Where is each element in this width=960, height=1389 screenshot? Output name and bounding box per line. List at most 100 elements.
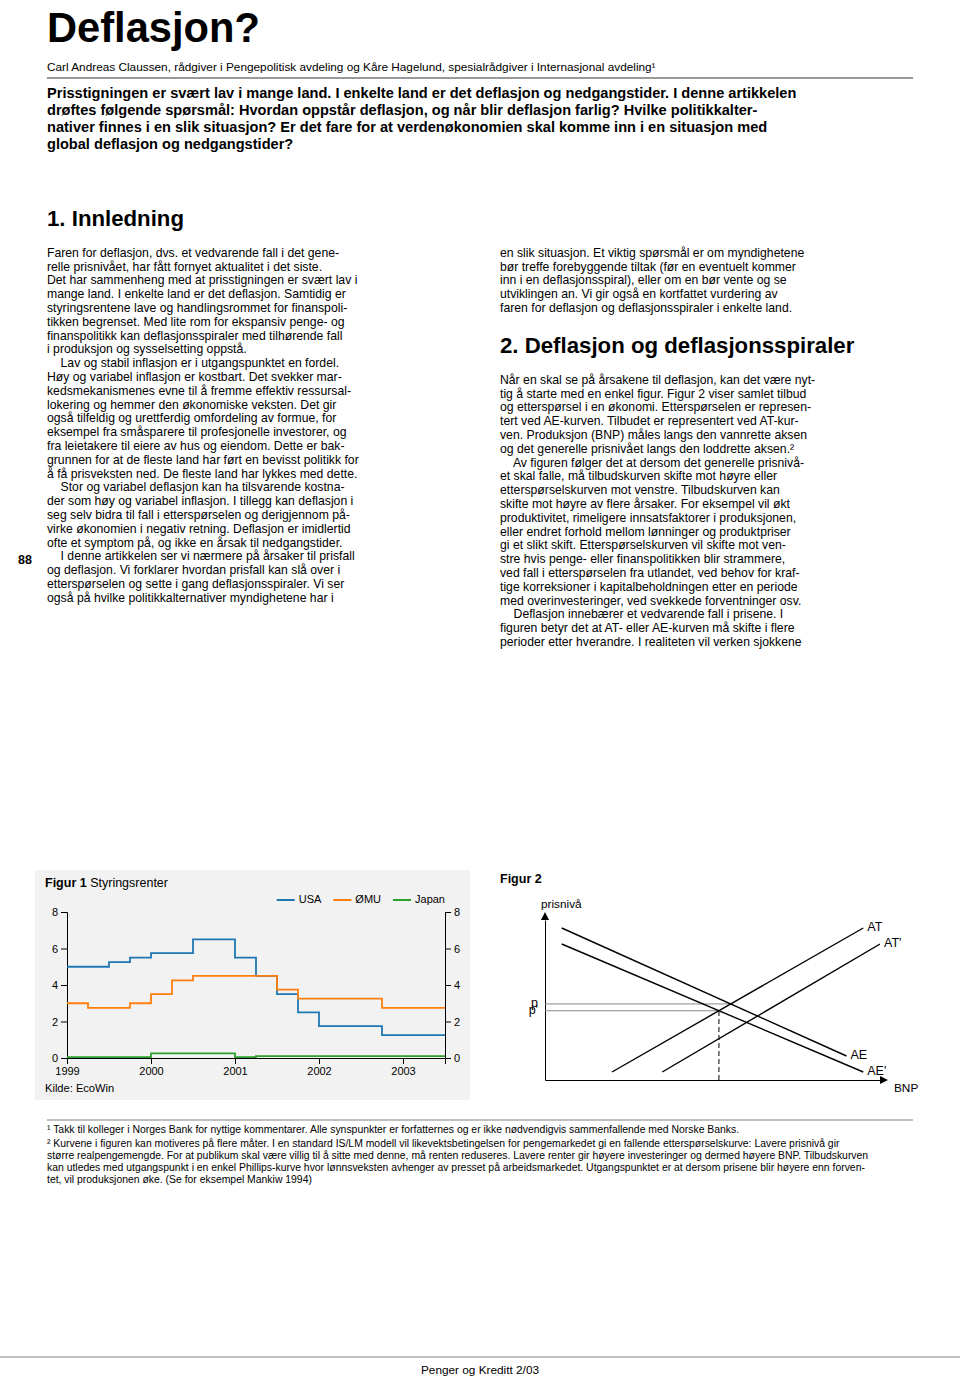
body-line: etterspørselskurven mot venstre. Tilbuds… xyxy=(500,483,780,497)
tick: 6 xyxy=(445,943,460,955)
tick-mark xyxy=(61,985,67,986)
tick: 0 xyxy=(52,1052,67,1064)
tick: 2000 xyxy=(139,1058,163,1077)
intro-line: Prisstigningen er svært lav i mange land… xyxy=(47,85,796,101)
body-line: en slik situasjon. Et viktig spørsmål er… xyxy=(500,246,804,260)
body-line: ofte et symptom på, og ikke en årsak til… xyxy=(47,536,342,550)
body-line: finanspolitikk kan deflasjonsspiraler me… xyxy=(47,329,342,343)
body-line: Det har sammenheng med at prisstigningen… xyxy=(47,273,357,287)
tick: 2001 xyxy=(223,1058,247,1077)
x-axis xyxy=(546,1080,881,1081)
legend-swatch xyxy=(333,899,351,901)
tick-label: 4 xyxy=(52,979,58,991)
article: Deflasjon?Carl Andreas Claussen, rådgive… xyxy=(0,4,960,1376)
legend-item: ØMU xyxy=(333,893,381,905)
footnote: tet, vil produksjonen øke. (Se for eksem… xyxy=(47,1174,312,1185)
body-line: inn i en deflasjonsspiral), eller om en … xyxy=(500,273,787,287)
footer-rule xyxy=(0,1357,960,1358)
tick: 2003 xyxy=(391,1058,415,1077)
body-line: perioder etter hverandre. I realiteten v… xyxy=(500,635,802,649)
legend-entry: ØMU xyxy=(355,893,381,905)
body-line: å få prisveksten ned. De fleste land har… xyxy=(47,467,357,481)
footnote-rule xyxy=(47,1120,913,1121)
body-line: lokering og hemmer den økonomiske vekste… xyxy=(47,398,336,412)
tick-label: 2002 xyxy=(307,1065,331,1077)
tick-label: 6 xyxy=(52,943,58,955)
body-line: faren for deflasjon og deflasjonsspirale… xyxy=(500,301,792,315)
tick-mark xyxy=(445,985,451,986)
tick-mark xyxy=(445,1022,451,1023)
legend: USAØMUJapan xyxy=(277,893,445,905)
body-line: relle prisnivået, har fått fornyet aktua… xyxy=(47,260,322,274)
curve-label: AT' xyxy=(884,936,901,950)
series-line xyxy=(612,928,863,1072)
body-line: Av figuren følger det at dersom det gene… xyxy=(500,456,804,470)
tick-mark xyxy=(61,949,67,950)
body-line: tig å starte med en enkel figur. Figur 2… xyxy=(500,387,806,401)
tick: 2002 xyxy=(307,1058,331,1077)
tick: 4 xyxy=(445,979,460,991)
figure-1: Figur 1 Styringsrenter199920002001200220… xyxy=(35,870,470,1100)
y-axis xyxy=(545,921,546,1081)
body-line: skifte mot høyre av flere årsaker. For e… xyxy=(500,497,791,511)
intro-line: global deflasjon og nedgangstider? xyxy=(47,136,293,152)
body-line: I denne artikkelen ser vi nærmere på års… xyxy=(47,549,355,563)
body-line: gi et slikt skift. Etterspørselskurven v… xyxy=(500,538,786,552)
tick-mark xyxy=(319,1058,320,1064)
body-line: seg selv bidra til fall i etterspørselen… xyxy=(47,508,350,522)
body-line: der som høy og variabel inflasjon. I til… xyxy=(47,494,353,508)
series-line xyxy=(662,944,880,1072)
tick-label: 0 xyxy=(52,1052,58,1064)
tick-mark xyxy=(235,1058,236,1064)
footnote: større realpengemengde. For at publikum … xyxy=(47,1150,868,1161)
body-line: Faren for deflasjon, dvs. et vedvarende … xyxy=(47,246,339,260)
body-line: ven. Produksjon (BNP) måles langs den va… xyxy=(500,428,807,442)
body-line: kedsmekanismenes evne til å fremme effek… xyxy=(47,384,351,398)
tick: 4 xyxy=(52,979,67,991)
tick-mark xyxy=(403,1058,404,1064)
tick-label: 6 xyxy=(454,943,460,955)
body-line: Stor og variabel deflasjon kan ha tilsva… xyxy=(47,480,345,494)
body-line: også på hvilke politikkalternativer mynd… xyxy=(47,591,334,605)
body-line: også tilfeldig og urettferdig omfordelin… xyxy=(47,411,336,425)
tick-label: 8 xyxy=(52,906,58,918)
reference-line xyxy=(718,1011,719,1080)
body-line: og det generelle prisnivået langs den lo… xyxy=(500,442,794,456)
body-line: eller endret forhold mellom lønninger og… xyxy=(500,525,791,539)
body-line: Deflasjon innebærer et vedvarende fall i… xyxy=(500,607,783,621)
body-line: mange land. I enkelte land er det deflas… xyxy=(47,287,346,301)
curve-label: AT xyxy=(867,920,882,934)
axis-arrow xyxy=(541,912,549,920)
plot-area xyxy=(67,939,445,1057)
footnote: kan utledes med utgangspunkt i en enkel … xyxy=(47,1162,865,1173)
body-line: bør treffe forebyggende tiltak (før en e… xyxy=(500,260,796,274)
intro-line: nativer finnes i en slik situasjon? Er d… xyxy=(47,119,767,135)
tick-label: 4 xyxy=(454,979,460,991)
legend-entry: Japan xyxy=(415,893,445,905)
figure-2: Figur 2prisnivåBNPpp'ATAT'AEAE' xyxy=(500,872,918,1095)
body-line: tige korreksioner i kapitalbeholdningen … xyxy=(500,580,798,594)
figure-heading: Figur 1 Styringsrenter xyxy=(45,876,168,890)
reference-line xyxy=(545,1010,719,1011)
tick: 2 xyxy=(445,1016,460,1028)
body-line: og etterspørsel i en økonomi. Etterspørs… xyxy=(500,400,811,414)
axis-line xyxy=(446,913,452,1059)
body-line: fra leietakere til eiere av hus og eiend… xyxy=(47,439,344,453)
y-axis: 02468 xyxy=(52,906,68,1064)
journal-footer: Penger og Kreditt 2/03 xyxy=(421,1363,539,1377)
subtitle: Carl Andreas Claussen, rådgiver i Pengep… xyxy=(47,60,656,74)
axis-line xyxy=(546,1080,881,1081)
body-line: et skal falle, må tilbudskurven skifte m… xyxy=(500,469,777,483)
legend-swatch xyxy=(277,899,295,901)
chart-title: Styringsrenter xyxy=(90,876,168,890)
tick: 8 xyxy=(445,906,460,918)
section-title: 2. Deflasjon og deflasjonsspiraler xyxy=(500,333,855,358)
legend-swatch xyxy=(393,899,411,901)
body-line: virke økonomien i negativ retning. Defla… xyxy=(47,522,351,536)
series-line xyxy=(67,939,445,1035)
tick-mark xyxy=(61,912,67,913)
tick-label: 0 xyxy=(454,1052,460,1064)
body-line: Når en skal se på årsakene til deflasjon… xyxy=(500,373,815,387)
curve-label: AE' xyxy=(867,1064,886,1078)
figure-label: Figur 1 xyxy=(45,876,87,890)
